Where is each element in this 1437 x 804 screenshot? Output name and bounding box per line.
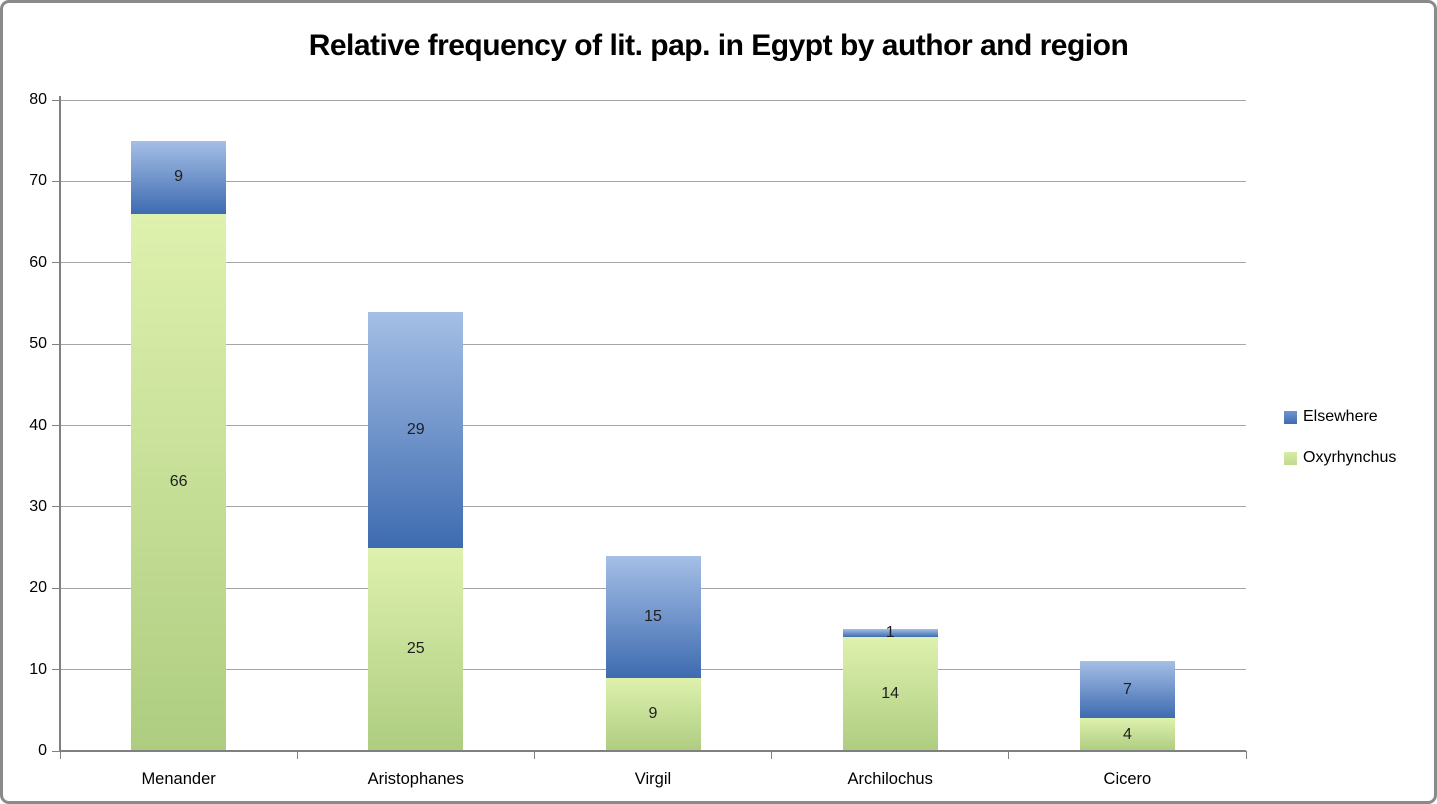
y-axis-label: 30 — [29, 497, 47, 515]
gridline-40 — [60, 425, 1246, 426]
y-axis-tick — [52, 669, 60, 671]
gridline-60 — [60, 262, 1246, 264]
x-axis-label-aristophanes: Aristophanes — [367, 770, 464, 788]
legend-item-elsewhere: Elsewhere — [1284, 407, 1396, 427]
gridline-70 — [60, 180, 1246, 182]
x-axis-tick — [533, 751, 535, 759]
bar-segment-archilochus-elsewhere: 1 — [842, 624, 938, 641]
x-axis-label-virgil: Virgil — [634, 770, 672, 788]
bar-segment-archilochus-oxyrhynchus: 14 — [842, 637, 938, 751]
bar-value-label: 14 — [881, 685, 900, 703]
y-axis-tick — [52, 262, 60, 264]
y-axis-tick — [52, 425, 60, 426]
x-axis-tick — [296, 751, 298, 759]
chart-title: Relative frequency of lit. pap. in Egypt… — [308, 29, 1129, 62]
legend: Elsewhere Oxyrhynchus — [1284, 407, 1396, 489]
gridline-80 — [60, 99, 1246, 101]
gridline-30 — [60, 506, 1246, 508]
y-axis-label: 40 — [29, 416, 47, 434]
bar-segment-virgil-oxyrhynchus: 9 — [605, 677, 701, 751]
bar-value-label: 15 — [644, 607, 662, 625]
legend-swatch-oxyrhynchus-icon — [1284, 451, 1297, 465]
y-axis-tick — [52, 750, 60, 752]
x-axis-tick — [1008, 751, 1010, 759]
bar-value-label: 4 — [1122, 725, 1132, 743]
y-axis-label: 50 — [29, 335, 47, 353]
y-axis-tick — [52, 99, 60, 101]
bar-value-label: 9 — [174, 168, 184, 186]
y-axis-label: 70 — [29, 172, 47, 190]
y-axis-label: 80 — [29, 91, 47, 108]
x-axis-label-archilochus: Archilochus — [847, 770, 933, 788]
bar-segment-cicero-elsewhere: 7 — [1079, 661, 1175, 719]
legend-label: Oxyrhynchus — [1303, 449, 1397, 466]
x-axis-tick — [771, 751, 773, 759]
y-axis-tick — [52, 180, 60, 182]
bar-segment-aristophanes-oxyrhynchus: 25 — [368, 547, 464, 751]
bar-value-label: 7 — [1122, 680, 1132, 698]
y-axis-tick — [52, 506, 60, 508]
bar-value-label: 29 — [406, 420, 425, 438]
y-axis-label: 60 — [29, 253, 47, 271]
gridline-50 — [60, 343, 1246, 345]
x-axis-label-cicero: Cicero — [1103, 770, 1152, 788]
bar-segment-menander-elsewhere: 9 — [131, 140, 227, 214]
x-axis-tick — [59, 751, 61, 759]
bar-segment-virgil-elsewhere: 15 — [605, 555, 701, 678]
y-axis-label: 10 — [29, 660, 47, 678]
y-axis-label: 20 — [29, 579, 47, 597]
legend-swatch-elsewhere-icon — [1284, 410, 1297, 424]
bar-value-label: 25 — [406, 640, 425, 658]
bar-segment-menander-oxyrhynchus: 66 — [131, 213, 227, 751]
bar-segment-aristophanes-elsewhere: 29 — [368, 311, 464, 548]
x-axis-tick — [1245, 751, 1247, 759]
legend-item-oxyrhynchus: Oxyrhynchus — [1284, 448, 1396, 468]
legend-label: Elsewhere — [1303, 408, 1378, 425]
plot-area: 66 9 Menander 25 29 Aristophanes 9 15 Virgil 14 1 A… — [3, 3, 1434, 801]
y-axis-label: 0 — [38, 742, 47, 759]
bar-segment-cicero-oxyrhynchus: 4 — [1079, 718, 1175, 751]
y-axis-tick — [52, 587, 60, 589]
x-axis-line — [59, 750, 1246, 752]
x-axis-label-menander: Menander — [141, 770, 216, 788]
bar-value-label: 66 — [169, 473, 188, 491]
bar-value-label: 1 — [885, 624, 895, 641]
y-axis-tick — [52, 343, 60, 345]
bar-value-label: 9 — [648, 705, 658, 723]
y-axis-line — [59, 96, 61, 752]
